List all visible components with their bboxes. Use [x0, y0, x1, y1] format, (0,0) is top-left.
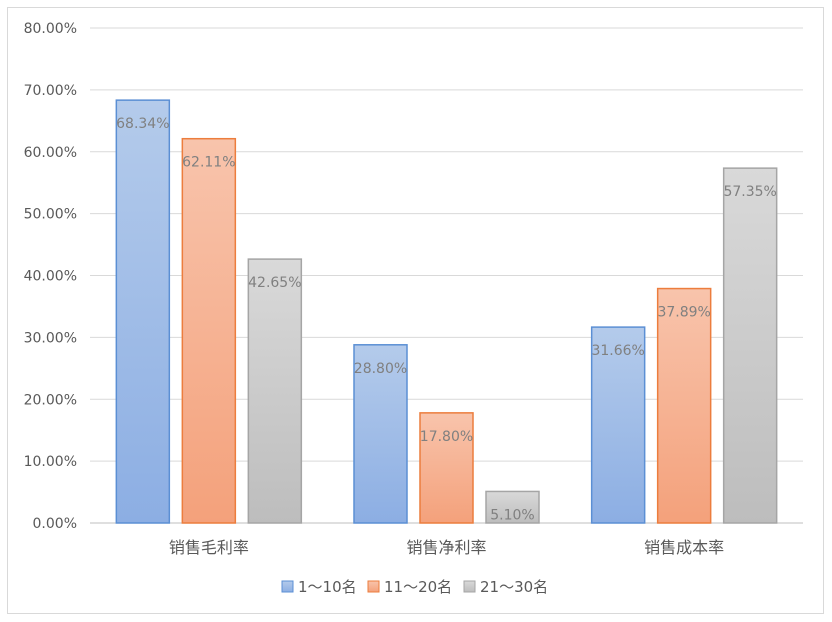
- data-label: 42.65%: [248, 275, 301, 291]
- category-label: 销售净利率: [406, 538, 486, 557]
- data-label: 17.80%: [420, 429, 473, 445]
- bar: [485, 490, 540, 524]
- y-tick-label: 50.00%: [24, 207, 77, 223]
- y-tick-label: 20.00%: [24, 392, 77, 408]
- bar: [590, 326, 646, 524]
- bar: [115, 99, 171, 524]
- y-tick-label: 0.00%: [33, 516, 77, 532]
- data-label: 5.10%: [490, 507, 534, 523]
- bar: [656, 287, 712, 524]
- y-tick-label: 70.00%: [24, 83, 77, 99]
- y-tick-label: 10.00%: [24, 454, 77, 470]
- bar: [181, 137, 237, 524]
- y-tick-label: 60.00%: [24, 145, 77, 161]
- category-label: 销售成本率: [644, 538, 724, 557]
- legend-label: 21～30名: [480, 578, 548, 596]
- legend-label: 1～10名: [298, 578, 357, 596]
- data-label: 28.80%: [354, 361, 407, 377]
- data-label: 31.66%: [591, 343, 644, 359]
- y-axis-tick-labels: 0.00% 10.00% 20.00% 30.00% 40.00% 50.00% 60.00…: [24, 21, 77, 532]
- y-tick-label: 80.00%: [24, 21, 77, 37]
- legend-swatch: [463, 580, 476, 593]
- data-label: 37.89%: [657, 305, 710, 321]
- data-label: 68.34%: [116, 116, 169, 132]
- category-label: 销售毛利率: [169, 538, 249, 557]
- bar: [419, 412, 474, 524]
- legend: 1～10名 11～20名 21～30名: [281, 578, 548, 596]
- bar: [247, 258, 303, 524]
- bar: [353, 344, 408, 524]
- legend-swatch: [281, 580, 294, 593]
- legend-swatch: [367, 580, 380, 593]
- data-label: 62.11%: [182, 155, 235, 171]
- bars: [115, 99, 778, 524]
- bar: [722, 167, 778, 524]
- y-tick-label: 40.00%: [24, 269, 77, 285]
- legend-label: 11～20名: [384, 578, 452, 596]
- x-axis-category-labels: 销售毛利率 销售净利率 销售成本率: [169, 538, 724, 557]
- data-labels: 68.34% 62.11% 42.65% 28.80% 17.80% 5.10% 31.66…: [116, 116, 777, 523]
- data-label: 57.35%: [723, 184, 776, 200]
- y-tick-label: 30.00%: [24, 330, 77, 346]
